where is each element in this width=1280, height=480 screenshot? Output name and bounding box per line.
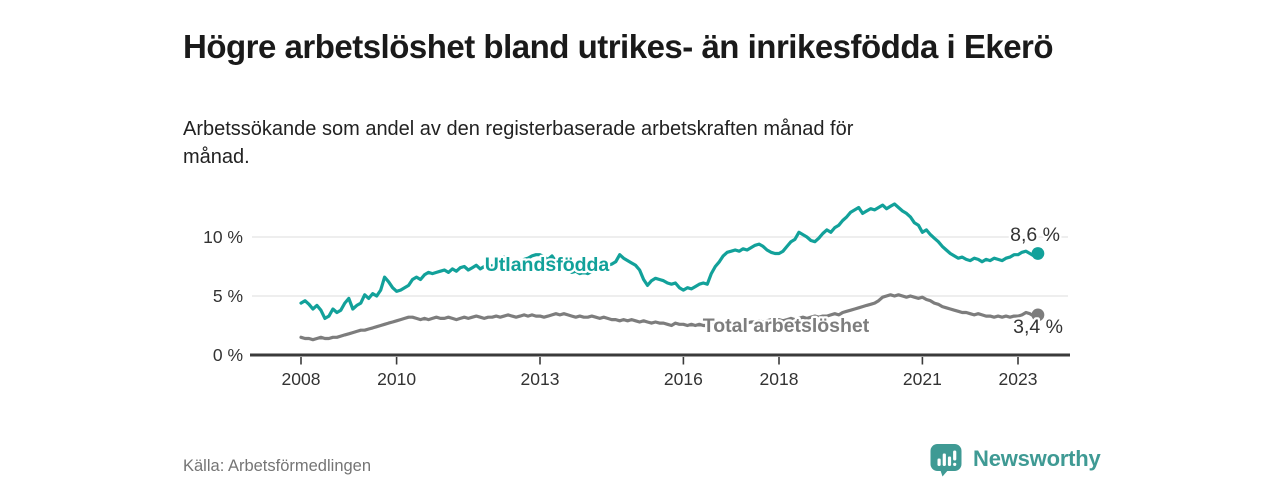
source-note: Källa: Arbetsförmedlingen: [183, 457, 372, 475]
x-tick-label: 2018: [760, 369, 799, 389]
y-tick-label: 0 %: [213, 345, 243, 365]
series-line-total-arbetsloshet: [299, 293, 1040, 342]
unemployment-line-chart: 2008 2010 2013 2016 2018 2021 2023 0 % 5 % 10 % Ut…: [203, 202, 1070, 389]
y-tick-label: 5 %: [213, 286, 243, 306]
end-value-label: 8,6 %: [1010, 224, 1060, 246]
x-tick-label: 2021: [903, 369, 942, 389]
x-tick-label: 2023: [999, 369, 1038, 389]
x-tick-label: 2016: [664, 369, 703, 389]
newsworthy-wordmark: Newsworthy: [973, 446, 1101, 471]
series-line-utlandsfodda: [299, 202, 1040, 320]
series-endpoint-dot-utlandsfodda: [1031, 247, 1045, 260]
page-title: Högre arbetslöshet bland utrikes- än inr…: [183, 28, 1054, 66]
end-value-label: 3,4 %: [1013, 316, 1063, 338]
series-label: Utlandsfödda: [485, 254, 610, 276]
series-label: Total arbetslöshet: [703, 315, 870, 337]
newsworthy-logo-icon: [930, 444, 962, 477]
x-tick-label: 2013: [521, 369, 560, 389]
newsworthy-brand: Newsworthy: [928, 441, 1101, 477]
x-tick-label: 2008: [282, 369, 321, 389]
y-tick-label: 10 %: [203, 227, 243, 247]
series-endpoint-dot-total-arbetsloshet: [1031, 308, 1045, 322]
page-subtitle: Arbetssökande som andel av den registerb…: [183, 118, 854, 168]
x-tick-label: 2010: [377, 369, 416, 389]
